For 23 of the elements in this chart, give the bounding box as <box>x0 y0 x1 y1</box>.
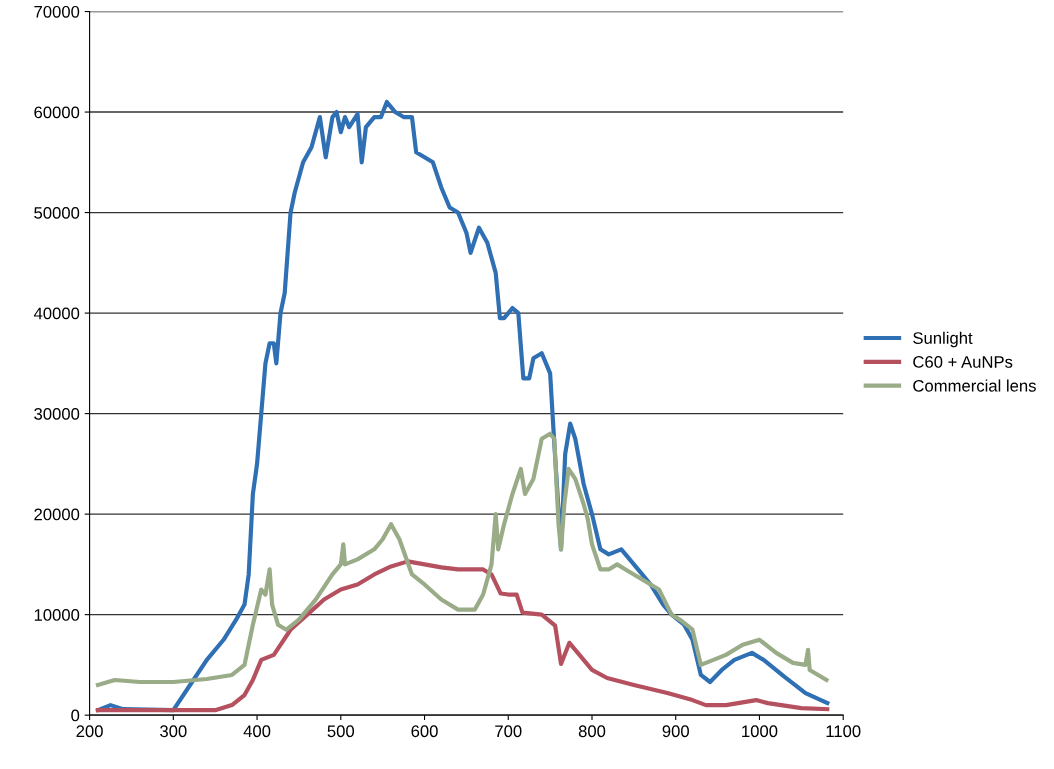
x-tick-label: 1100 <box>826 725 861 738</box>
x-tick-label: 400 <box>243 725 271 738</box>
y-tick-label: 50000 <box>34 206 80 219</box>
legend-label: C60 + AuNPs <box>913 356 1013 368</box>
x-tick-label: 500 <box>327 725 355 738</box>
y-tick-label: 10000 <box>34 609 80 621</box>
x-tick-label: 300 <box>160 725 187 738</box>
x-tick-label: 600 <box>411 725 438 738</box>
legend-label: Sunlight <box>913 331 973 348</box>
y-tick-label: 0 <box>71 709 80 722</box>
x-tick-label: 700 <box>495 725 522 738</box>
x-tick-label: 900 <box>662 725 689 738</box>
x-tick-label: 1000 <box>742 725 778 738</box>
y-tick-label: 40000 <box>33 307 80 320</box>
x-tick-label: 800 <box>578 725 606 738</box>
x-tick-label: 200 <box>76 725 103 738</box>
line-series <box>95 559 830 713</box>
y-tick-label: 30000 <box>34 408 80 420</box>
y-tick-label: 20000 <box>34 508 80 521</box>
line-series <box>95 431 829 688</box>
y-tick-label: 70000 <box>34 5 80 18</box>
y-tick-label: 60000 <box>34 106 80 119</box>
legend-label: Commercial lens <box>913 379 1036 392</box>
